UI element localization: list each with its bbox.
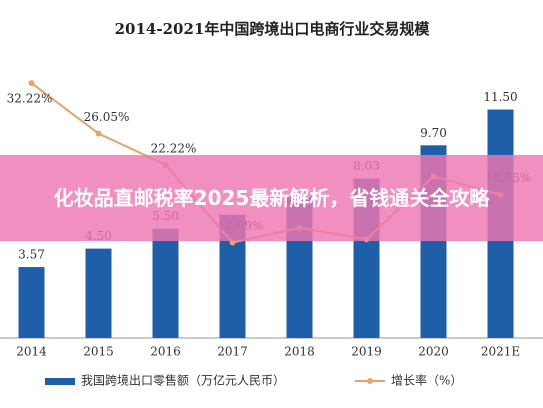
legend-swatch bbox=[45, 378, 75, 385]
line-point bbox=[95, 130, 102, 137]
legend-label: 增长率（%） bbox=[391, 373, 462, 388]
data-label: 26.05% bbox=[84, 110, 130, 124]
line-point bbox=[28, 80, 35, 87]
line-point bbox=[229, 239, 236, 246]
x-tick-label: 2017 bbox=[217, 345, 248, 359]
chart-title: 2014-2021年中国跨境出口电商行业交易规模 bbox=[115, 20, 431, 38]
banner-text: 化妆品直邮税率2025最新解析，省钱通关全攻略 bbox=[53, 186, 490, 210]
bar bbox=[152, 228, 179, 338]
data-label: 32.22% bbox=[7, 92, 53, 106]
bar bbox=[85, 248, 112, 338]
data-label: 3.57 bbox=[18, 248, 45, 262]
legend-label: 我国跨境出口零售额（万亿元人民币） bbox=[81, 373, 285, 388]
x-tick-label: 2014 bbox=[16, 345, 47, 359]
banner: 化妆品直邮税率2025最新解析，省钱通关全攻略 bbox=[0, 155, 543, 241]
data-label: 22.22% bbox=[151, 141, 197, 155]
data-label: 9.70 bbox=[420, 126, 447, 140]
bar bbox=[18, 267, 45, 338]
data-label: 11.50 bbox=[483, 90, 517, 104]
x-tick-label: 2018 bbox=[284, 345, 315, 359]
legend-swatch bbox=[367, 378, 373, 384]
x-tick-label: 2019 bbox=[351, 345, 382, 359]
x-tick-label: 2016 bbox=[150, 345, 181, 359]
x-tick-label: 2021E bbox=[481, 345, 520, 359]
x-tick-label: 2020 bbox=[418, 345, 449, 359]
x-tick-label: 2015 bbox=[83, 345, 114, 359]
